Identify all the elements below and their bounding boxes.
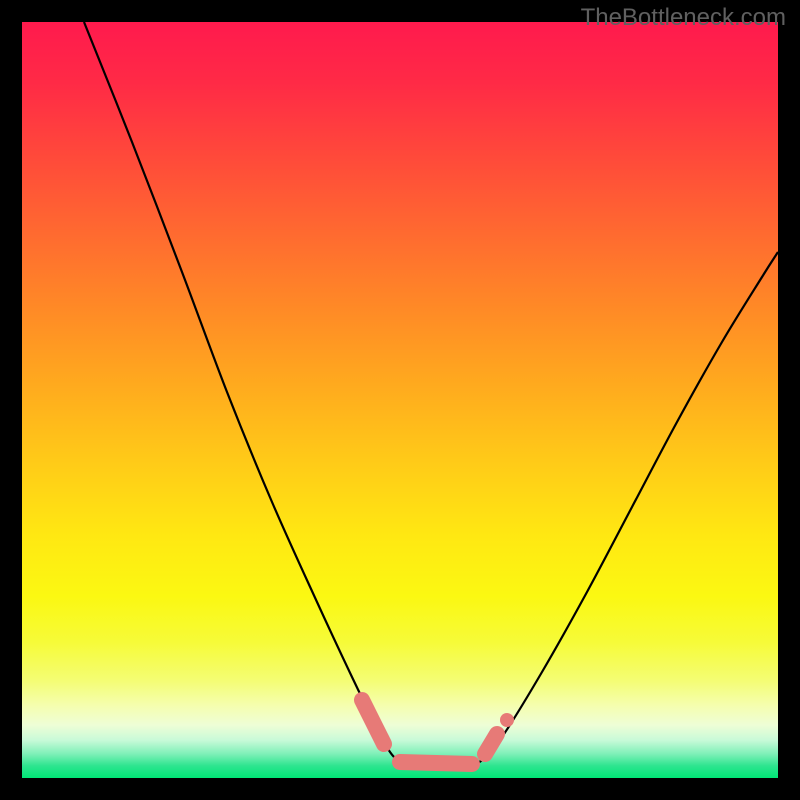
trough-highlight-segment bbox=[485, 734, 497, 754]
bottleneck-curve bbox=[22, 22, 778, 778]
trough-highlight-dot bbox=[500, 713, 514, 727]
watermark-text: TheBottleneck.com bbox=[581, 4, 786, 32]
trough-highlight-segment bbox=[400, 762, 472, 764]
trough-highlight-segment bbox=[362, 700, 384, 744]
plot-area bbox=[22, 22, 778, 778]
